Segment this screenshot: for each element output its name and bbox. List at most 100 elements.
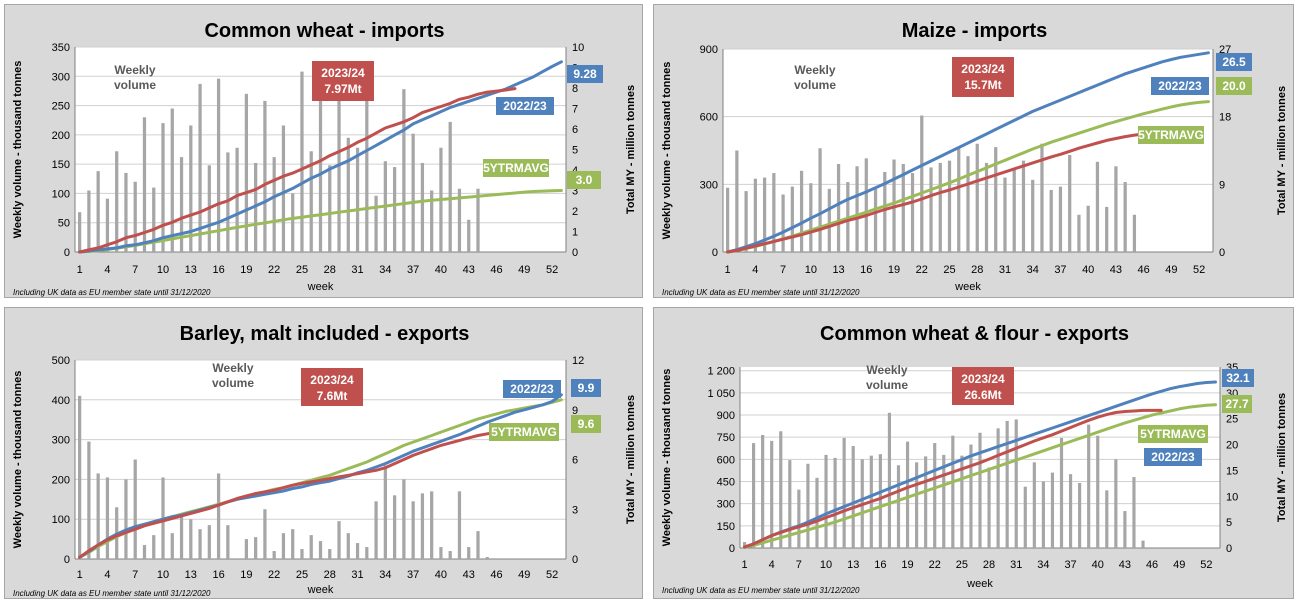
prev-year-tag-label: 2022/23 (1158, 79, 1202, 93)
series-line-2022-23 (78, 393, 563, 559)
weekly-bar (978, 432, 982, 548)
weekly-bar (346, 533, 350, 559)
weekly-bar (1105, 206, 1109, 252)
weekly-bar (1040, 143, 1044, 252)
weekly-bar (87, 190, 91, 252)
y-tick-label: 200 (52, 130, 70, 142)
weekly-bar (951, 435, 955, 548)
series-line-5ytrmavg (78, 189, 563, 254)
x-tick-label: 7 (132, 569, 138, 581)
weekly-label-line2: volume (794, 78, 836, 92)
y-axis-label: Weekly volume - thousand tonnes (661, 369, 673, 547)
y2-axis-label: Total MY - million tonnes (625, 395, 637, 524)
weekly-bar (355, 543, 360, 559)
weekly-bar (142, 545, 147, 559)
y-tick-label: 150 (717, 521, 735, 533)
weekly-label-line1: Weekly (114, 63, 155, 77)
x-tick-label: 10 (820, 559, 832, 571)
weekly-bar (735, 150, 739, 252)
weekly-bar (161, 123, 165, 253)
weekly-bar (920, 115, 924, 253)
weekly-bar (300, 549, 304, 559)
avg-tag-label: 5YTRMAVG (491, 425, 557, 439)
y-tick-label: 250 (52, 101, 70, 113)
weekly-bar (969, 444, 973, 548)
weekly-bar (818, 148, 822, 252)
x-tick-label: 16 (874, 559, 886, 571)
weekly-bar (254, 537, 258, 559)
chart-panel-common-wheat-flour-exports: Common wheat & flour - exports 0 150 300 450… (653, 307, 1294, 599)
chart-panel-maize-imports: Maize - imports 0 300 600 900 0 9 18 27 1 4 7 10 13 16… (653, 4, 1294, 298)
weekly-bar (1123, 182, 1127, 252)
weekly-bar (216, 473, 221, 559)
avg-end-value: 20.0 (1222, 79, 1246, 93)
y2-tick-label: 5 (572, 145, 578, 157)
y-tick-label: 300 (700, 179, 718, 191)
weekly-bar (189, 125, 193, 252)
weekly-bar (272, 551, 276, 559)
y2-tick-label: 25 (1226, 414, 1238, 426)
prev-year-end-value-box (567, 65, 603, 83)
y2-tick-label: 9 (1219, 179, 1225, 191)
x-tick-label: 34 (1037, 559, 1049, 571)
weekly-bar (216, 78, 221, 252)
weekly-bar (901, 164, 905, 252)
x-tick-label: 25 (943, 264, 955, 276)
x-tick-label: 37 (407, 264, 419, 276)
y-tick-label: 300 (717, 499, 735, 511)
x-tick-label: 4 (752, 264, 758, 276)
y2-tick-label: 8 (572, 83, 578, 95)
x-tick-label: 52 (546, 264, 558, 276)
x-tick-label: 4 (769, 559, 775, 571)
x-tick-label: 19 (240, 569, 252, 581)
x-tick-label: 22 (268, 569, 280, 581)
chart-title: Common wheat & flour - exports (820, 323, 1129, 345)
x-tick-label: 46 (490, 264, 502, 276)
weekly-bar (411, 501, 415, 559)
weekly-bar (105, 198, 110, 252)
x-tick-label: 49 (518, 569, 530, 581)
weekly-bar (383, 465, 387, 559)
weekly-bar (467, 547, 471, 559)
x-tick-label: 28 (983, 559, 995, 571)
weekly-bar (457, 188, 462, 252)
y2-tick-label: 6 (572, 124, 578, 136)
y-tick-label: 750 (717, 432, 735, 444)
weekly-bar (457, 491, 462, 559)
chart-title: Barley, malt included - exports (180, 323, 470, 345)
chart-svg-barley-exports: Barley, malt included - exports010020030… (12, 323, 637, 598)
x-tick-label: 31 (1010, 559, 1022, 571)
avg-end-value: 9.6 (578, 417, 595, 431)
weekly-bar (836, 164, 841, 252)
y-axis-label: Weekly volume - thousand tonnes (661, 62, 673, 240)
weekly-bar (281, 533, 286, 559)
weekly-bar (827, 188, 831, 252)
weekly-bar (873, 188, 878, 252)
y2-tick-label: 12 (572, 355, 584, 367)
x-tick-label: 22 (916, 264, 928, 276)
weekly-bar (272, 157, 276, 252)
current-year-label: 2023/24 (961, 372, 1005, 386)
x-tick-label: 28 (324, 264, 336, 276)
x-tick-label: 10 (805, 264, 817, 276)
weekly-bar (476, 531, 480, 559)
weekly-bar (402, 479, 406, 559)
x-tick-label: 31 (351, 264, 363, 276)
current-year-total: 15.7Mt (964, 78, 1001, 92)
weekly-bar (448, 551, 452, 559)
weekly-bar (984, 162, 989, 252)
avg-end-value-box (567, 171, 601, 189)
y-tick-label: 900 (700, 44, 718, 56)
x-tick-label: 19 (901, 559, 913, 571)
y2-tick-label: 0 (1219, 247, 1225, 259)
y-tick-label: 900 (717, 410, 735, 422)
weekly-bar (929, 167, 933, 252)
x-tick-label: 7 (132, 264, 138, 276)
weekly-bar (1014, 419, 1018, 548)
y-tick-label: 0 (729, 543, 735, 555)
y-tick-label: 350 (52, 42, 70, 54)
weekly-bar (318, 541, 323, 559)
weekly-bar (933, 443, 937, 548)
weekly-bar (994, 147, 998, 252)
weekly-bar (244, 539, 249, 559)
